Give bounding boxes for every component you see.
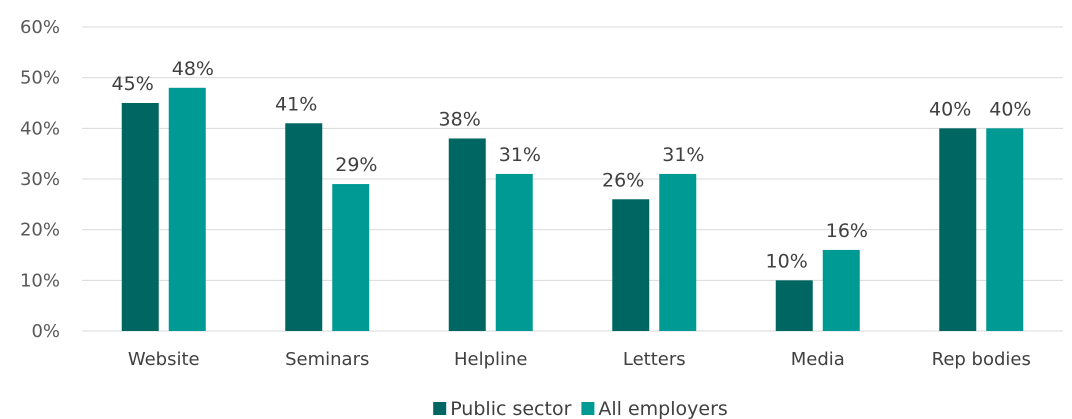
data-label-public-sector-rep-bodies: 40% <box>929 98 971 120</box>
x-tick-label-media: Media <box>791 349 845 370</box>
bar-all-employers-letters <box>659 173 697 331</box>
y-tick-label-20: 20% <box>20 220 60 241</box>
bar-public-sector-seminars <box>285 123 323 332</box>
legend-swatch-public-sector <box>433 402 447 415</box>
bars <box>121 87 1024 332</box>
bar-all-employers-rep-bodies <box>986 128 1024 331</box>
data-label-all-employers-website: 48% <box>172 58 214 80</box>
legend-item-all-employers: All employers <box>581 398 728 419</box>
legend: Public sector All employers <box>433 398 728 419</box>
bar-public-sector-rep-bodies <box>939 128 977 331</box>
y-tick-label-60: 60% <box>20 17 60 38</box>
data-label-all-employers-seminars: 29% <box>335 154 377 176</box>
data-label-public-sector-seminars: 41% <box>275 93 317 115</box>
legend-swatch-all-employers <box>581 402 595 415</box>
x-tick-label-helpline: Helpline <box>454 349 528 370</box>
bar-public-sector-letters <box>612 199 650 331</box>
y-tick-label-50: 50% <box>20 68 60 89</box>
y-axis: 0% 10% 20% 30% 40% 50% 60% <box>20 17 60 342</box>
data-label-all-employers-media: 16% <box>826 220 868 242</box>
y-tick-label-40: 40% <box>20 118 60 139</box>
x-tick-label-website: Website <box>128 349 200 370</box>
bar-all-employers-helpline <box>495 173 533 331</box>
data-labels: 45% 48% 41% 29% 38% 31% 26% 31% 10% 16% 40% 40% <box>112 58 1032 273</box>
x-axis: Website Seminars Helpline Letters Media Rep b… <box>128 349 1031 370</box>
data-label-public-sector-website: 45% <box>112 73 154 95</box>
y-tick-label-0: 0% <box>31 321 60 342</box>
bar-all-employers-media <box>822 249 860 331</box>
y-tick-label-10: 10% <box>20 270 60 291</box>
bar-all-employers-seminars <box>332 184 370 331</box>
legend-label-public-sector: Public sector <box>450 398 571 419</box>
bar-public-sector-media <box>775 280 813 331</box>
gridlines <box>82 26 1063 332</box>
data-label-public-sector-letters: 26% <box>602 169 644 191</box>
x-tick-label-rep-bodies: Rep bodies <box>932 349 1031 370</box>
data-label-public-sector-media: 10% <box>766 250 808 272</box>
legend-label-all-employers: All employers <box>598 398 727 419</box>
bar-all-employers-website <box>168 87 206 331</box>
data-label-all-employers-rep-bodies: 40% <box>989 98 1031 120</box>
y-tick-label-30: 30% <box>20 169 60 190</box>
data-label-all-employers-letters: 31% <box>662 144 704 166</box>
x-tick-label-letters: Letters <box>623 349 686 370</box>
bar-public-sector-website <box>121 103 159 331</box>
data-label-public-sector-helpline: 38% <box>439 108 481 130</box>
x-tick-label-seminars: Seminars <box>285 349 369 370</box>
data-label-all-employers-helpline: 31% <box>499 144 541 166</box>
legend-item-public-sector: Public sector <box>433 398 572 419</box>
bar-public-sector-helpline <box>448 138 486 331</box>
